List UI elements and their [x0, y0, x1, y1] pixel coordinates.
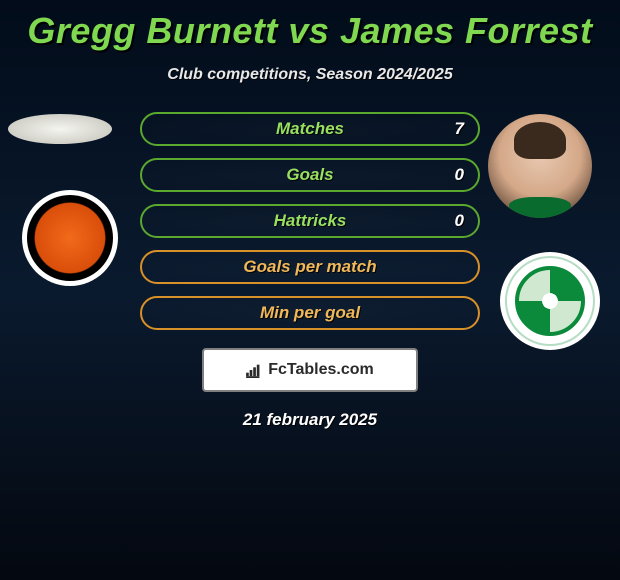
player-right-avatar	[488, 114, 592, 218]
stat-value: 7	[455, 119, 464, 139]
player-left-avatar	[8, 114, 112, 144]
stat-row-min-per-goal: Min per goal	[140, 296, 480, 330]
stat-value: 0	[455, 211, 464, 231]
club-left-badge	[22, 190, 118, 286]
stat-row-goals-per-match: Goals per match	[140, 250, 480, 284]
stat-rows: Matches 7 Goals 0 Hattricks 0 Goals per …	[140, 112, 480, 342]
stat-label: Hattricks	[274, 211, 347, 231]
comparison-subtitle: Club competitions, Season 2024/2025	[0, 66, 620, 84]
stat-label: Goals per match	[243, 257, 376, 277]
stat-label: Min per goal	[260, 303, 360, 323]
date-text: 21 february 2025	[0, 410, 620, 430]
stat-row-matches: Matches 7	[140, 112, 480, 146]
stat-label: Goals	[286, 165, 333, 185]
club-left-badge-inner	[27, 195, 113, 281]
comparison-title: Gregg Burnett vs James Forrest	[0, 0, 620, 52]
content-area: Matches 7 Goals 0 Hattricks 0 Goals per …	[0, 112, 620, 452]
bar-chart-icon	[246, 362, 264, 378]
stat-label: Matches	[276, 119, 344, 139]
brand-text: FcTables.com	[268, 361, 374, 379]
club-right-badge	[500, 252, 600, 350]
brand-box: FcTables.com	[202, 348, 418, 392]
club-right-badge-inner	[515, 266, 585, 336]
stat-row-goals: Goals 0	[140, 158, 480, 192]
stat-value: 0	[455, 165, 464, 185]
stat-row-hattricks: Hattricks 0	[140, 204, 480, 238]
